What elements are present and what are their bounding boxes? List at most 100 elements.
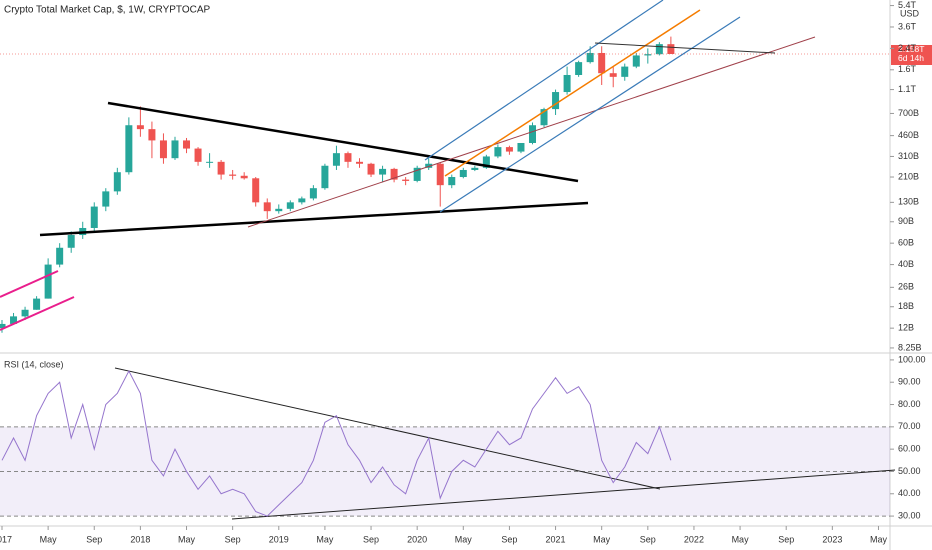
x-tick-label: May (455, 534, 473, 544)
candle-body (575, 62, 583, 75)
y-tick-label: 2.4T (898, 43, 917, 53)
candle-body (275, 208, 283, 212)
candle-body (240, 175, 248, 179)
x-tick-label: May (593, 534, 611, 544)
candle-body (528, 125, 536, 143)
last-price-box (891, 44, 932, 65)
x-tick-label: 2022 (684, 534, 704, 544)
candle-body (206, 161, 214, 163)
trend-line (247, 36, 816, 228)
candle-body (448, 177, 456, 186)
y-tick-label: 90.00 (898, 377, 921, 387)
drawings (0, 0, 896, 520)
chart-title: Crypto Total Market Cap, $, 1W, CRYPTOCA… (4, 5, 211, 16)
candle-body (621, 66, 629, 77)
rsi-trend-line (231, 469, 896, 520)
x-tick-label: Sep (86, 534, 102, 544)
candle-body (563, 74, 571, 93)
candle-body (33, 298, 41, 310)
candle-body (655, 44, 663, 55)
channel-line (444, 9, 701, 177)
y-tick-label: 8.25B (898, 342, 922, 352)
y-tick-label: 3.6T (898, 21, 917, 31)
candle-body (471, 167, 479, 170)
y-tick-label: 30.00 (898, 510, 921, 520)
candle-body (252, 178, 260, 203)
trend-line (107, 101, 579, 183)
y-tick-label: 1.1T (898, 84, 917, 94)
trend-line (0, 296, 75, 331)
x-tick-label: 2017 (0, 534, 12, 544)
y-tick-label: 18B (898, 301, 914, 311)
y-tick-label: 100.00 (898, 354, 926, 364)
candle-body (113, 172, 121, 192)
y-tick-label: 80.00 (898, 399, 921, 409)
channel-line (439, 16, 741, 213)
indicator-title: RSI (14, close) (4, 359, 64, 369)
candle-body (0, 323, 6, 329)
candle-body (44, 264, 52, 299)
candle-body (586, 52, 594, 63)
x-tick-label: May (870, 534, 888, 544)
x-tick-label: 2023 (822, 534, 842, 544)
candle-body (667, 44, 675, 54)
y-tick-label: 5.4T (898, 0, 917, 10)
x-tick-label: Sep (778, 534, 794, 544)
x-tick-label: 2021 (546, 534, 566, 544)
candle-body (298, 198, 306, 203)
rsi-pane (1, 369, 672, 517)
candle-body (413, 167, 421, 181)
y-tick-label: 310B (898, 151, 919, 161)
last-price-label: 2.158T (898, 44, 924, 54)
x-tick-label: May (40, 534, 58, 544)
rsi-band-group (0, 426, 890, 517)
y-tick-label: 130B (898, 197, 919, 207)
candle-body (10, 316, 18, 324)
candle-body (148, 129, 156, 141)
candle-body (644, 54, 652, 56)
x-tick-label: Sep (225, 534, 241, 544)
x-tick-label: May (178, 534, 196, 544)
candle-body (482, 156, 490, 168)
candle-body (379, 168, 387, 175)
candle-body (136, 125, 144, 130)
candle-body (344, 153, 352, 162)
x-tick-label: 2020 (407, 534, 427, 544)
y-tick-label: 60B (898, 238, 914, 248)
candle-body (332, 153, 340, 166)
trend-line (0, 270, 59, 298)
x-tick-label: Sep (501, 534, 517, 544)
candle-body (505, 147, 513, 152)
candle-body (367, 163, 375, 175)
candle-body (263, 202, 271, 212)
channel-line (424, 0, 664, 161)
candle-body (552, 92, 560, 110)
candle-body (540, 109, 548, 126)
candle-body (356, 161, 364, 164)
candle-body (67, 235, 75, 248)
candle-body (425, 163, 433, 168)
y-tick-label: 12B (898, 323, 914, 333)
x-tick-label: 2019 (269, 534, 289, 544)
candle-body (125, 125, 133, 173)
candle-body (436, 163, 444, 186)
candle-body (183, 140, 191, 149)
y-tick-label: 40B (898, 259, 914, 269)
candle-body (632, 55, 640, 67)
x-tick-label: May (316, 534, 334, 544)
candle-body (102, 191, 110, 207)
y-tick-label: 50.00 (898, 466, 921, 476)
y-tick-label: 700B (898, 108, 919, 118)
rsi-trend-line (114, 367, 661, 490)
trend-line (39, 201, 589, 237)
candle-body (402, 179, 410, 181)
currency-label: USD (900, 8, 920, 18)
trend-line (594, 42, 776, 54)
candle-body (56, 247, 64, 265)
candle-body (194, 148, 202, 162)
candle-body (90, 206, 98, 228)
y-tick-label: 60.00 (898, 444, 921, 454)
y-tick-label: 1.6T (898, 64, 917, 74)
